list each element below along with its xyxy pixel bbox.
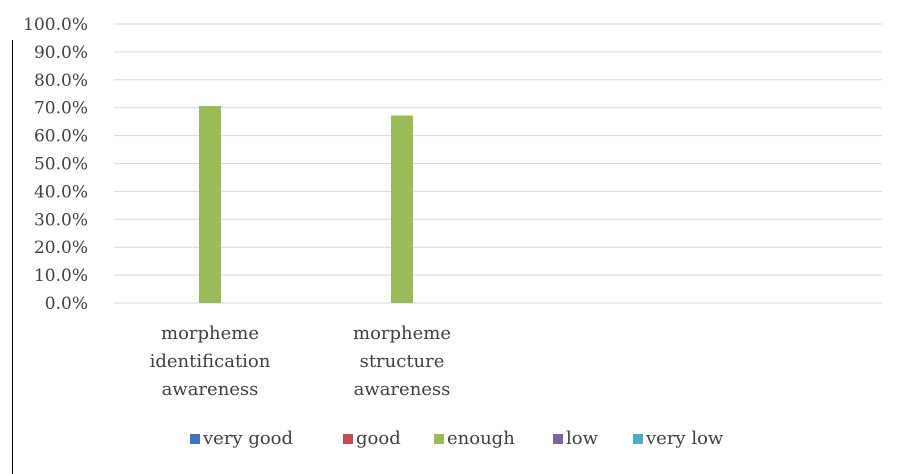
- x-category-label: structure: [360, 351, 445, 372]
- y-tick-label: 10.0%: [34, 266, 88, 286]
- legend-label: enough: [447, 428, 515, 449]
- y-tick-label: 80.0%: [34, 71, 88, 91]
- y-tick-label: 0.0%: [45, 294, 88, 314]
- x-category-label: morpheme: [161, 323, 259, 344]
- y-tick-label: 90.0%: [34, 43, 88, 63]
- legend-swatch: [343, 434, 353, 444]
- x-category-label: awareness: [162, 379, 259, 400]
- y-tick-label: 50.0%: [34, 155, 88, 175]
- legend-swatch: [190, 434, 200, 444]
- legend-label: very low: [645, 428, 724, 449]
- legend-label: low: [566, 428, 599, 449]
- x-category-label: identification: [150, 351, 271, 372]
- bar: [199, 106, 221, 303]
- y-tick-label: 60.0%: [34, 127, 88, 147]
- y-tick-label: 30.0%: [34, 210, 88, 230]
- legend-swatch: [434, 434, 444, 444]
- legend-label: good: [356, 428, 401, 449]
- y-tick-label: 100.0%: [23, 15, 88, 35]
- legend-swatch: [633, 434, 643, 444]
- y-tick-label: 70.0%: [34, 99, 88, 119]
- x-category-label: morpheme: [353, 323, 451, 344]
- x-category-label: awareness: [354, 379, 451, 400]
- left-border-line: [12, 40, 13, 474]
- bar: [391, 115, 413, 304]
- y-tick-label: 20.0%: [34, 238, 88, 258]
- y-tick-label: 40.0%: [34, 182, 88, 202]
- legend-label: very good: [202, 428, 293, 449]
- legend-swatch: [553, 434, 563, 444]
